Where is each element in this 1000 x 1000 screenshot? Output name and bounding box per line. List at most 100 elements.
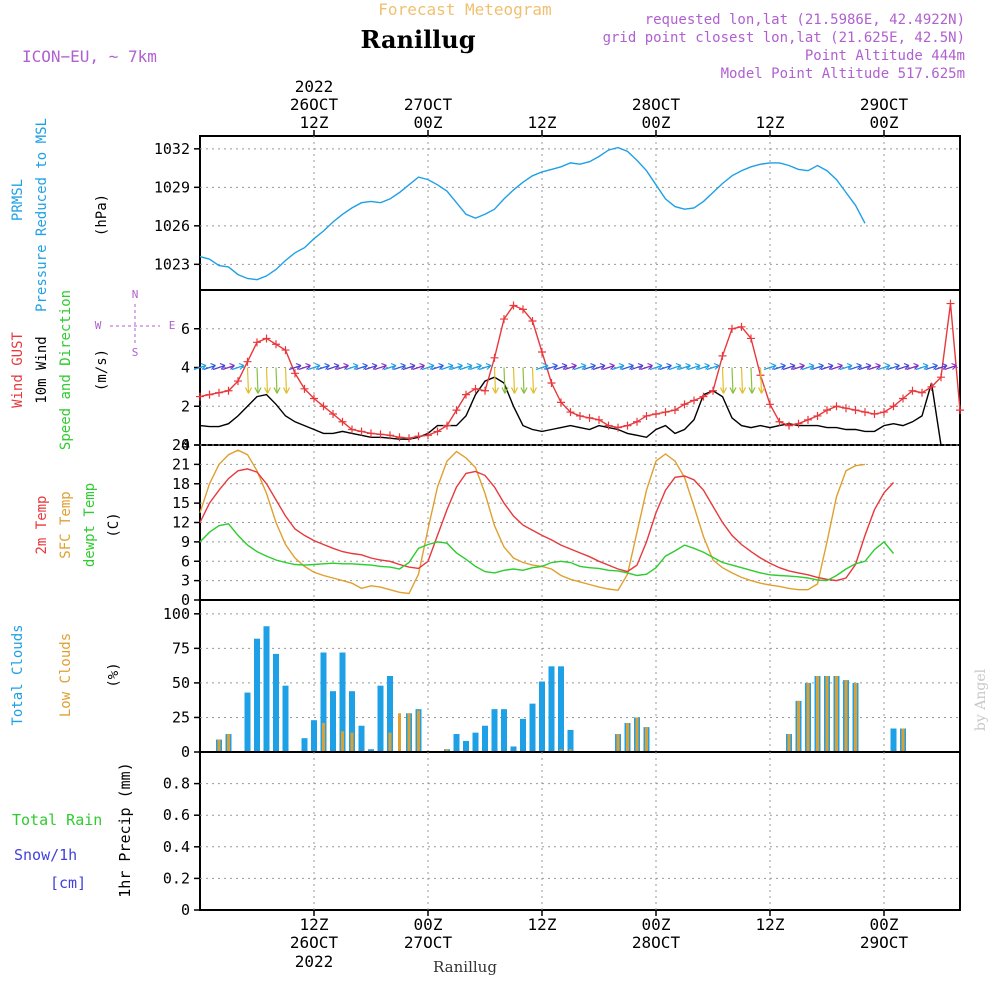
2m-temp-line [199, 468, 895, 582]
wind-gust-marker [661, 408, 670, 417]
wind-direction-arrow [729, 367, 737, 394]
low-cloud-bar [217, 739, 221, 752]
y-tick-label: 12 [172, 514, 190, 532]
low-cloud-bar [341, 731, 344, 752]
wind-gust-marker [946, 299, 955, 308]
y-tick-label: 0.8 [163, 775, 190, 793]
compass-e: E [169, 319, 176, 332]
low-cloud-bar [417, 710, 420, 752]
low-cloud-bar [787, 734, 791, 752]
y-tick-label: 25 [172, 708, 190, 726]
wind-direction-arrow [621, 362, 634, 371]
wind-gust-marker [528, 317, 537, 325]
total-cloud-bar [510, 746, 517, 752]
pressure-unit: (hPa) [94, 194, 110, 236]
wind-direction-arrow [529, 367, 538, 394]
low-cloud-bar [835, 676, 838, 752]
wind-direction-arrow [820, 362, 834, 371]
y-tick-label: 15 [172, 494, 190, 512]
wind-gust-marker [880, 408, 888, 417]
location-title: Ranillug [360, 25, 475, 54]
top-time-hour: 12Z [756, 113, 785, 132]
wind-direction-arrow [697, 362, 710, 371]
bottom-time-date: 27OCT [404, 933, 453, 952]
y-tick-label: 18 [172, 475, 190, 493]
wind-gust-marker [595, 415, 603, 424]
wind-label: 10m Wind [34, 336, 50, 403]
clouds-unit: (%) [106, 662, 122, 687]
snow-label: Snow/1h [14, 846, 77, 864]
wind-direction-arrow [421, 362, 435, 371]
total-cloud-bar [472, 732, 479, 752]
y-tick-label: 0 [181, 591, 190, 609]
wind-direction-arrow [763, 362, 777, 371]
wind-direction-arrow [491, 367, 500, 394]
wind-direction-arrow [212, 362, 226, 371]
low-cloud-bar [398, 713, 401, 752]
wind-direction-arrow [273, 367, 281, 394]
wind-unit: (m/s) [94, 349, 110, 391]
wind-direction-arrow [336, 362, 349, 371]
wind-direction-arrow [640, 362, 653, 371]
wind-direction-arrow [915, 362, 929, 371]
wind-direction-arrow [545, 362, 558, 371]
bottom-time-hour: 00Z [642, 915, 671, 934]
low-cloud-bar [825, 676, 829, 752]
total-cloud-bar [320, 652, 327, 752]
wind-direction-arrow [668, 362, 682, 371]
wind-gust-marker [557, 398, 565, 407]
wind-gust-marker [927, 382, 936, 391]
wind-direction-arrow [925, 362, 938, 371]
wind-direction-arrow [326, 362, 340, 371]
wind-direction-arrow [510, 367, 519, 394]
total-cloud-bar [301, 738, 308, 752]
total-cloud-bar [548, 666, 555, 752]
wind-gust-marker [889, 402, 898, 411]
wind-gust-marker [870, 410, 879, 418]
top-time-hour: 00Z [642, 113, 671, 132]
wind-direction-arrow [298, 362, 311, 371]
wind-gust-marker [794, 419, 803, 428]
total-cloud-bar [330, 691, 336, 752]
wind-direction-arrow [719, 367, 728, 394]
wind-direction-arrow [520, 367, 528, 394]
total-cloud-bar [273, 653, 279, 752]
wind-direction-arrow [282, 367, 291, 394]
wind-direction-arrow [811, 362, 824, 371]
total-cloud-bar [254, 638, 260, 752]
low-cloud-bar [322, 722, 325, 752]
y-tick-label: 1029 [154, 178, 190, 196]
gust-label: Wind GUST [10, 332, 26, 408]
wind-gust-marker [291, 369, 299, 378]
wind-gust-marker [851, 406, 860, 415]
wind-gust-marker [690, 396, 698, 405]
top-time-date: 29OCT [860, 95, 909, 114]
wind-direction-arrow [374, 362, 387, 371]
wind-direction-arrow [830, 362, 843, 371]
wind-direction-arrow [263, 367, 272, 394]
wind-direction-arrow [364, 362, 378, 371]
low-cloud-bar [227, 734, 230, 752]
wind-direction-arrow [896, 362, 910, 371]
bottom-time-hour: 00Z [414, 915, 443, 934]
wind-direction-arrow [611, 362, 625, 371]
wind-gust-marker [414, 432, 423, 441]
wind-gust-marker [585, 413, 594, 422]
total-cloud-bar [558, 666, 564, 752]
wind-gust-marker [253, 338, 261, 347]
wind-direction-arrow [748, 367, 756, 394]
wind-gust-marker [747, 334, 755, 343]
wind-gust-marker [823, 406, 831, 415]
panel-pressure: 1023 1026 1029 1032 [154, 135, 961, 291]
wind-direction-arrow [738, 367, 747, 394]
wind-gust-marker [785, 421, 793, 430]
wind-direction-arrow [757, 367, 766, 394]
total-clouds-label: Total Clouds [10, 624, 26, 725]
y-tick-label: 100 [163, 605, 190, 623]
super-title: Forecast Meteogram [378, 0, 551, 19]
wind-gust-marker [262, 334, 271, 343]
low-cloud-bar [569, 749, 572, 752]
low-cloud-bar [901, 728, 905, 752]
low-cloud-bar [559, 749, 563, 752]
